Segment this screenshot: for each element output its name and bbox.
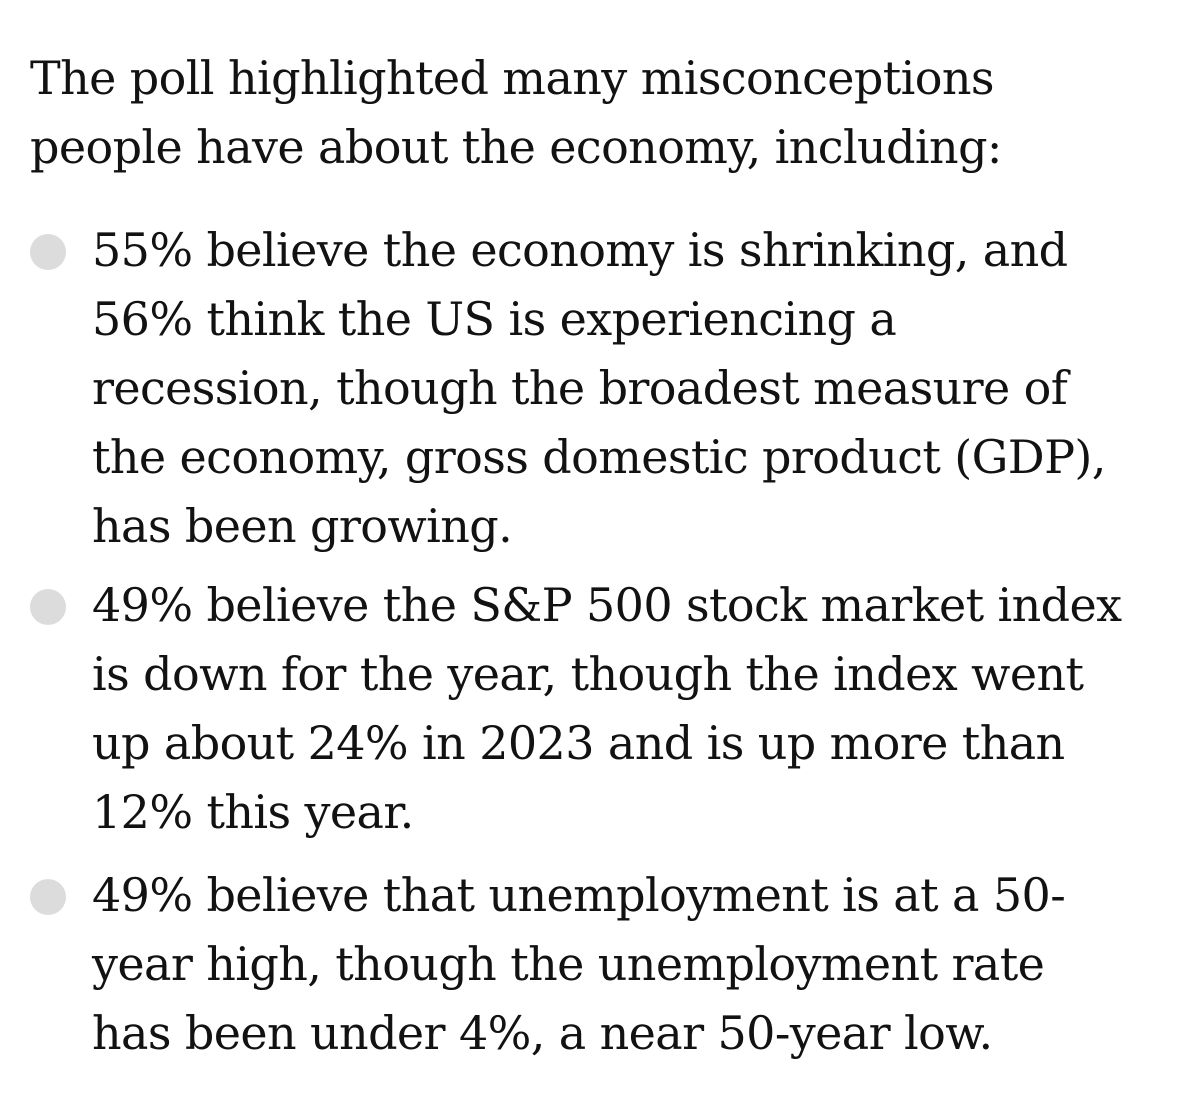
bullet-dot-icon [30,234,66,270]
bullet-dot-icon [30,589,66,625]
intro-paragraph: The poll highlighted many misconceptions… [30,51,1002,174]
list-item-text: 49% believe that unemployment is at a 50… [92,868,1066,1060]
bullet-dot-icon [30,879,66,915]
list-item-text: 49% believe the S&P 500 stock market ind… [92,578,1122,839]
list-item-text: 55% believe the economy is shrinking, an… [92,223,1106,553]
